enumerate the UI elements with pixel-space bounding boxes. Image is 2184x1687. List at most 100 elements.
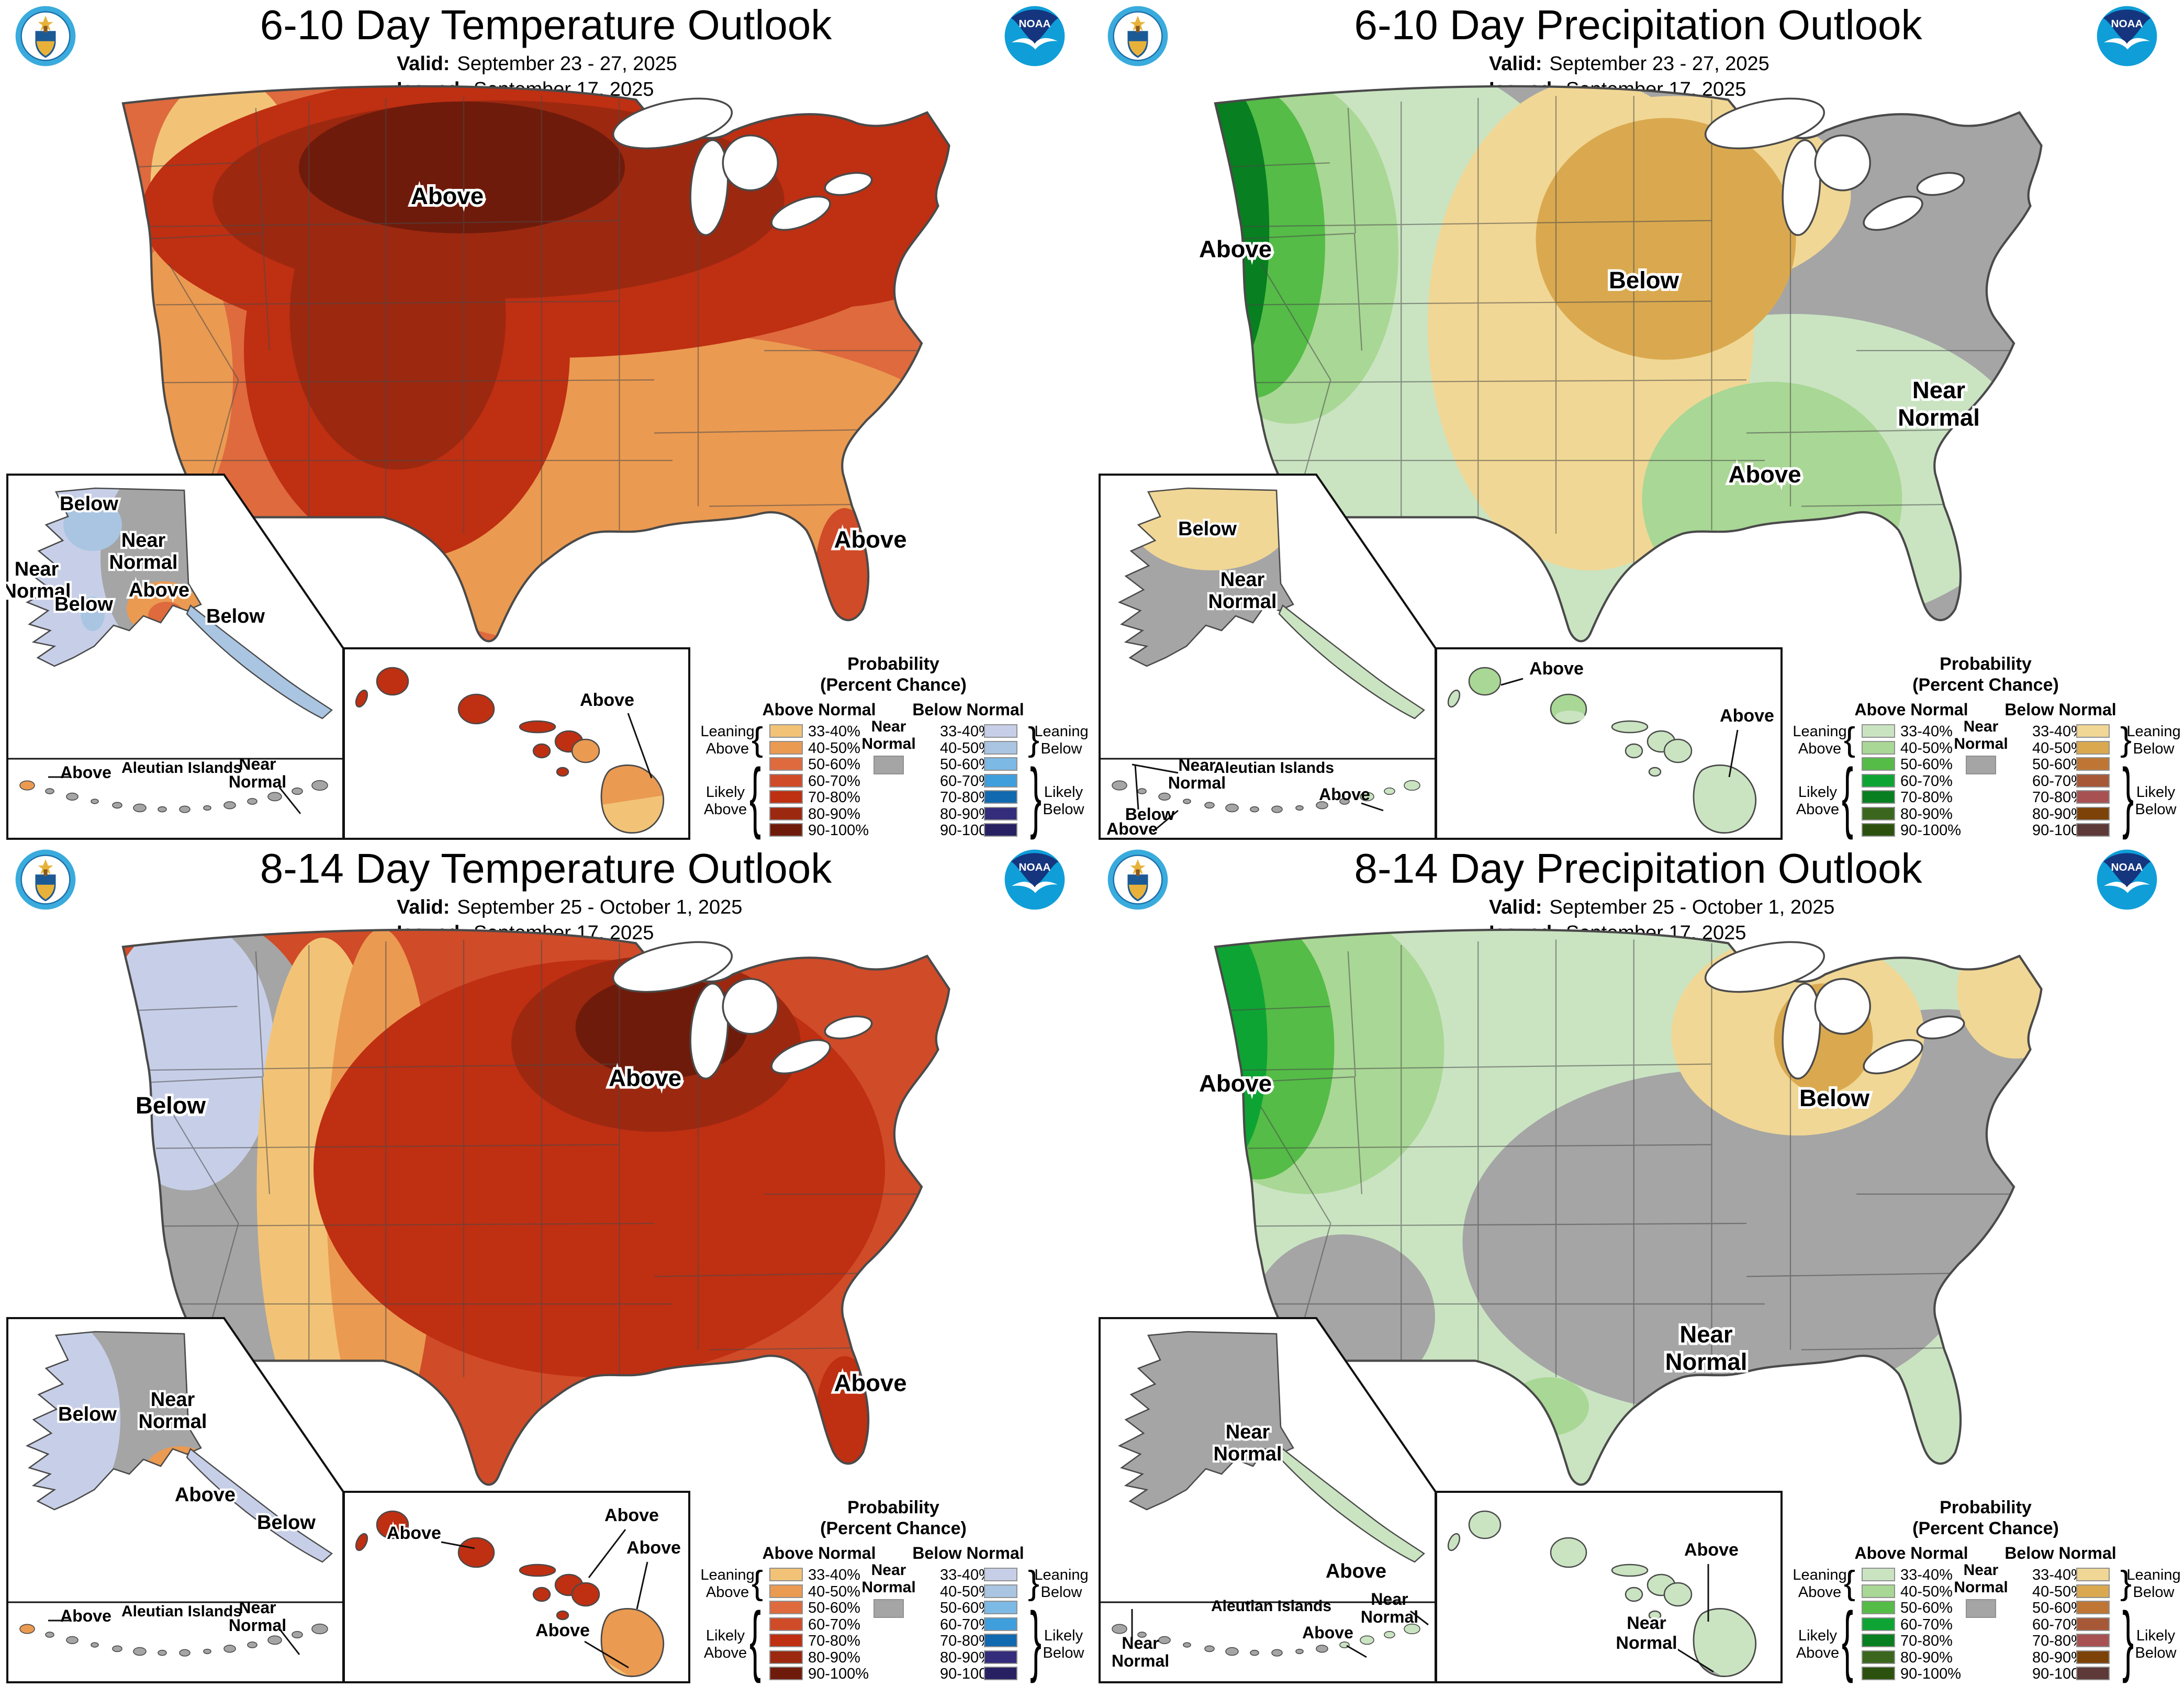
legend-brace: } <box>1028 1564 1040 1601</box>
legend-range-label: 70-80% <box>1900 1633 1953 1649</box>
legend-range-label: 90-100% <box>1900 1666 1962 1682</box>
legend-swatch-below <box>2076 773 2110 788</box>
valid-label: Valid: <box>1489 896 1542 918</box>
pointer-line <box>1500 678 1524 686</box>
probability-legend: Probability (Percent Chance) Above Normal B… <box>1787 1495 2184 1686</box>
great-lakes <box>612 941 873 1079</box>
island-kahoolawe <box>1648 767 1662 777</box>
island-niihau <box>1447 689 1461 708</box>
pointer-line <box>1132 763 1179 774</box>
legend-title: Probability <box>847 1498 939 1517</box>
great-lakes <box>612 97 873 236</box>
legend-range-label: 33-40% <box>2032 1567 2085 1583</box>
legend-range-label: 80-90% <box>1900 805 1953 823</box>
legend-swatch-below <box>984 790 1017 804</box>
legend-swatch-below <box>984 757 1017 771</box>
great-lakes <box>1704 941 1965 1079</box>
pointer-line <box>1361 802 1384 812</box>
valid-label: Valid: <box>397 53 450 75</box>
legend-range-label: 60-70% <box>940 1616 992 1633</box>
map-label: Below <box>1799 1085 1870 1111</box>
legend-swatch-above <box>1862 790 1895 804</box>
legend-range-label: 70-80% <box>940 789 992 806</box>
legend-range-label: 33-40% <box>940 1567 992 1583</box>
legend-below-header: Below Normal <box>912 1544 1024 1562</box>
map-label: Above <box>1720 706 1774 726</box>
legend-swatch-below <box>984 740 1017 755</box>
island-molokai <box>1611 1564 1649 1577</box>
legend-swatch-below <box>984 1601 1017 1614</box>
legend-brace: { <box>1842 751 1854 840</box>
legend-range-label: 33-40% <box>808 1567 860 1583</box>
island-kauai <box>376 667 409 696</box>
legend-brace: { <box>1842 1595 1854 1684</box>
island-kahoolawe <box>1648 1610 1662 1621</box>
map-label: Below <box>54 593 113 615</box>
map-label: Above <box>609 1065 681 1092</box>
legend-swatch-below <box>984 1667 1017 1680</box>
legend-range-label: 90-100% <box>2032 822 2093 839</box>
legend-below-header: Below Normal <box>2004 700 2116 719</box>
map-label: Above <box>129 579 189 601</box>
island-kauai <box>376 1510 409 1539</box>
legend-range-label: 60-70% <box>940 772 992 790</box>
legend-range-label: 33-40% <box>940 723 992 740</box>
legend-swatch-near <box>873 756 904 774</box>
legend-swatch-below <box>2076 740 2110 755</box>
legend-range-label: 90-100% <box>940 822 1001 839</box>
legend-swatch-above <box>769 740 803 755</box>
legend-brace: } <box>1030 1595 1042 1684</box>
legend-swatch-above <box>769 1617 803 1631</box>
valid-value: September 23 - 27, 2025 <box>1549 53 1769 75</box>
alaska-panhandle <box>1278 1448 1425 1563</box>
legend-brace: } <box>2122 751 2134 840</box>
probability-legend: Probability (Percent Chance) Above Normal B… <box>695 652 1092 842</box>
hawaii-inset: Above Above <box>1435 647 1783 840</box>
legend-swatch-above <box>769 1584 803 1598</box>
legend-swatch-below <box>2076 1634 2110 1647</box>
legend-leaning-above: Leaning Above <box>700 1567 755 1601</box>
probability-legend: Probability (Percent Chance) Above Normal B… <box>695 1495 1092 1686</box>
legend-swatch-below <box>2076 1584 2110 1598</box>
map-label: Above <box>387 1523 441 1543</box>
commerce-seal-icon <box>15 6 76 66</box>
valid-value: September 23 - 27, 2025 <box>457 53 677 75</box>
legend-swatch-below <box>2076 790 2110 804</box>
legend-swatch-above <box>769 1568 803 1581</box>
island-molokai <box>1611 720 1649 734</box>
legend-range-label: 50-60% <box>2032 756 2085 773</box>
legend-range-label: 40-50% <box>2032 1583 2085 1600</box>
legend-swatch-above <box>769 806 803 820</box>
island-oahu <box>457 1537 495 1568</box>
legend-range-label: 60-70% <box>808 772 860 790</box>
legend-near-normal: Near Normal <box>861 1561 916 1596</box>
valid-value: September 25 - October 1, 2025 <box>1549 896 1835 918</box>
quadrant-t814: NOAA 8-14 Day Temperature Outlook Valid: Se… <box>0 844 1092 1687</box>
map-label: Above <box>1199 1070 1272 1097</box>
legend-leaning-below: Leaning Below <box>2126 1567 2181 1601</box>
legend-title: Probability <box>1940 654 2032 674</box>
legend-brace: { <box>749 1595 761 1684</box>
legend-swatch-above <box>769 823 803 837</box>
legend-range-label: 70-80% <box>808 789 860 806</box>
legend-subtitle: (Percent Chance) <box>820 675 967 695</box>
legend-leaning-below: Leaning Below <box>1034 1567 1089 1601</box>
legend-range-label: 90-100% <box>2032 1666 2093 1682</box>
island-kauai <box>1468 1510 1502 1539</box>
legend-swatch-above <box>769 1601 803 1614</box>
map-label: Below <box>58 1403 117 1425</box>
legend-range-label: 40-50% <box>1900 1583 1953 1600</box>
legend-range-label: 50-60% <box>940 756 992 773</box>
aleutian-islands <box>1112 1623 1420 1657</box>
legend-swatch-above <box>769 757 803 771</box>
island-lanai <box>1625 743 1643 759</box>
pointer-line <box>1728 729 1739 778</box>
legend-swatch-below <box>984 823 1017 837</box>
legend-swatch-below <box>2076 823 2110 837</box>
svg-text:NOAA: NOAA <box>2111 18 2143 30</box>
legend-brace: { <box>749 751 761 840</box>
legend-leaning-above: Leaning Above <box>700 723 755 757</box>
legend-swatch-below <box>984 773 1017 788</box>
great-lakes <box>1704 97 1965 236</box>
